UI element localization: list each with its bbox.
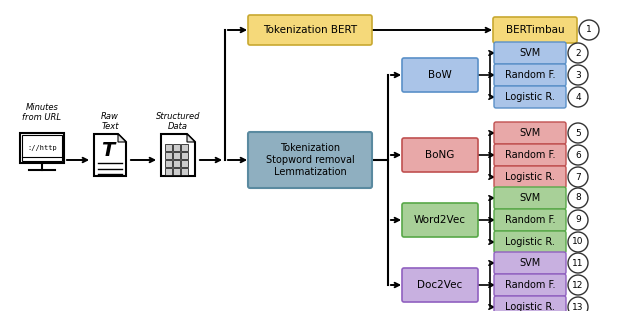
Text: 11: 11 — [572, 258, 584, 267]
Circle shape — [568, 167, 588, 187]
Text: T: T — [101, 142, 115, 160]
Circle shape — [568, 123, 588, 143]
Circle shape — [579, 20, 599, 40]
FancyBboxPatch shape — [402, 203, 478, 237]
FancyBboxPatch shape — [494, 64, 566, 86]
Text: Word2Vec: Word2Vec — [414, 215, 466, 225]
Text: 12: 12 — [572, 281, 584, 290]
Text: 8: 8 — [575, 193, 581, 202]
Text: Raw
Text: Raw Text — [101, 112, 119, 131]
Polygon shape — [187, 134, 195, 142]
FancyBboxPatch shape — [494, 144, 566, 166]
Text: 7: 7 — [575, 173, 581, 182]
FancyBboxPatch shape — [173, 144, 180, 151]
Circle shape — [568, 232, 588, 252]
Text: Random F.: Random F. — [505, 280, 556, 290]
Text: Random F.: Random F. — [505, 215, 556, 225]
FancyBboxPatch shape — [494, 252, 566, 274]
Text: SVM: SVM — [520, 48, 541, 58]
Text: Minutes
from URL: Minutes from URL — [22, 103, 61, 122]
FancyBboxPatch shape — [165, 168, 172, 175]
FancyBboxPatch shape — [402, 58, 478, 92]
Text: 1: 1 — [586, 26, 592, 35]
FancyBboxPatch shape — [181, 144, 188, 151]
Text: SVM: SVM — [520, 193, 541, 203]
Polygon shape — [118, 134, 126, 142]
Text: Random F.: Random F. — [505, 70, 556, 80]
Text: BERTimbau: BERTimbau — [506, 25, 564, 35]
Text: 5: 5 — [575, 128, 581, 137]
Text: Logistic R.: Logistic R. — [505, 172, 555, 182]
FancyBboxPatch shape — [494, 166, 566, 188]
Text: 2: 2 — [575, 49, 581, 58]
Text: 10: 10 — [572, 238, 584, 247]
FancyBboxPatch shape — [248, 132, 372, 188]
FancyBboxPatch shape — [165, 160, 172, 167]
FancyBboxPatch shape — [20, 133, 64, 163]
FancyBboxPatch shape — [494, 187, 566, 209]
Circle shape — [568, 188, 588, 208]
FancyBboxPatch shape — [494, 209, 566, 231]
Text: Logistic R.: Logistic R. — [505, 237, 555, 247]
Text: Logistic R.: Logistic R. — [505, 92, 555, 102]
Text: 3: 3 — [575, 71, 581, 80]
Text: Tokenization
Stopword removal
Lemmatization: Tokenization Stopword removal Lemmatizat… — [266, 143, 355, 177]
FancyBboxPatch shape — [173, 160, 180, 167]
FancyBboxPatch shape — [181, 160, 188, 167]
Text: 4: 4 — [575, 92, 581, 101]
Text: SVM: SVM — [520, 258, 541, 268]
FancyBboxPatch shape — [181, 168, 188, 175]
Circle shape — [568, 253, 588, 273]
Text: SVM: SVM — [520, 128, 541, 138]
FancyBboxPatch shape — [181, 152, 188, 159]
Circle shape — [568, 87, 588, 107]
Circle shape — [568, 210, 588, 230]
Circle shape — [568, 145, 588, 165]
Circle shape — [568, 275, 588, 295]
Text: BoW: BoW — [428, 70, 452, 80]
Text: 13: 13 — [572, 303, 584, 311]
Text: BoNG: BoNG — [426, 150, 454, 160]
Text: 6: 6 — [575, 151, 581, 160]
Text: 9: 9 — [575, 216, 581, 225]
Text: Logistic R.: Logistic R. — [505, 302, 555, 311]
FancyBboxPatch shape — [402, 138, 478, 172]
FancyBboxPatch shape — [22, 135, 62, 161]
FancyBboxPatch shape — [165, 152, 172, 159]
FancyBboxPatch shape — [494, 296, 566, 311]
FancyBboxPatch shape — [173, 168, 180, 175]
FancyBboxPatch shape — [173, 152, 180, 159]
Polygon shape — [161, 134, 195, 176]
FancyBboxPatch shape — [494, 42, 566, 64]
Text: ://http: ://http — [27, 145, 57, 151]
Text: Structured
Data: Structured Data — [156, 112, 200, 131]
FancyBboxPatch shape — [248, 15, 372, 45]
Text: Tokenization BERT: Tokenization BERT — [263, 25, 357, 35]
FancyBboxPatch shape — [494, 231, 566, 253]
Text: Random F.: Random F. — [505, 150, 556, 160]
FancyBboxPatch shape — [494, 274, 566, 296]
Text: Doc2Vec: Doc2Vec — [417, 280, 463, 290]
FancyBboxPatch shape — [165, 144, 172, 151]
Polygon shape — [94, 134, 126, 176]
Circle shape — [568, 65, 588, 85]
Circle shape — [568, 297, 588, 311]
Circle shape — [568, 43, 588, 63]
FancyBboxPatch shape — [494, 86, 566, 108]
FancyBboxPatch shape — [402, 268, 478, 302]
FancyBboxPatch shape — [493, 17, 577, 43]
FancyBboxPatch shape — [494, 122, 566, 144]
